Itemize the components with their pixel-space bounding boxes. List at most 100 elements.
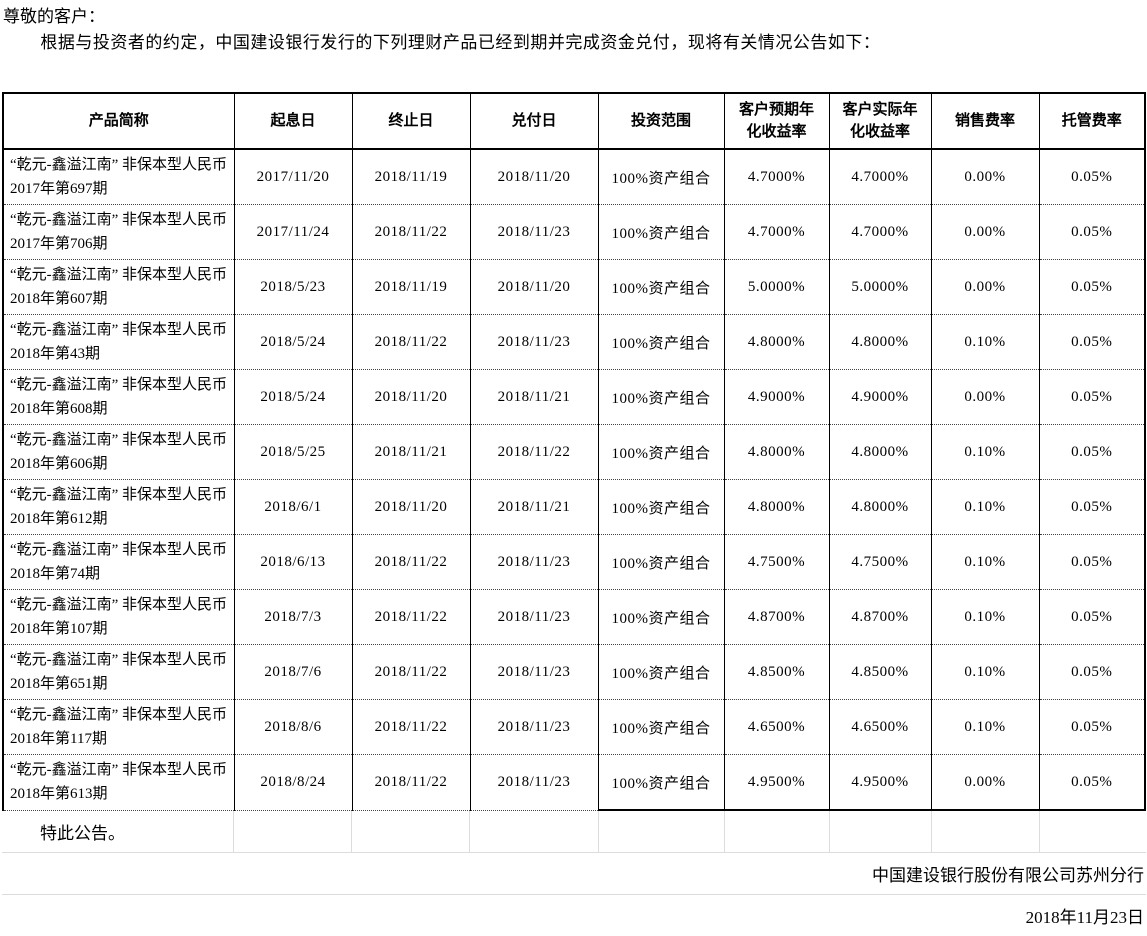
signature-row: 中国建设银行股份有限公司苏州分行 bbox=[2, 853, 1146, 895]
table-cell: 100%资产组合 bbox=[598, 149, 724, 205]
intro-paragraph: 根据与投资者的约定，中国建设银行发行的下列理财产品已经到期并完成资金兑付，现将有… bbox=[3, 30, 1147, 56]
table-cell: 2018/11/22 bbox=[352, 755, 470, 811]
table-cell: 2018/6/1 bbox=[234, 480, 352, 535]
table-cell: 0.05% bbox=[1039, 535, 1145, 590]
table-cell: 2018/11/20 bbox=[352, 480, 470, 535]
table-cell: 2018/7/3 bbox=[234, 590, 352, 645]
table-cell: 2018/5/24 bbox=[234, 315, 352, 370]
table-cell: 2018/5/25 bbox=[234, 425, 352, 480]
table-cell: 2018/11/22 bbox=[352, 205, 470, 260]
table-cell: 0.10% bbox=[931, 590, 1039, 645]
product-name-cell: “乾元-鑫溢江南” 非保本型人民币2018年第613期 bbox=[3, 755, 234, 811]
table-cell: 2018/11/23 bbox=[470, 700, 598, 755]
table-cell: 2018/6/13 bbox=[234, 535, 352, 590]
table-cell: 0.10% bbox=[931, 700, 1039, 755]
table-cell: 0.10% bbox=[931, 480, 1039, 535]
table-cell: 4.8000% bbox=[829, 315, 931, 370]
table-cell: 4.7000% bbox=[724, 205, 829, 260]
table-cell: 2018/11/22 bbox=[352, 535, 470, 590]
product-name-cell: “乾元-鑫溢江南” 非保本型人民币2018年第612期 bbox=[3, 480, 234, 535]
table-cell: 0.05% bbox=[1039, 315, 1145, 370]
table-cell: 2017/11/20 bbox=[234, 149, 352, 205]
table-cell: 4.9000% bbox=[724, 370, 829, 425]
product-name-cell: “乾元-鑫溢江南” 非保本型人民币2018年第607期 bbox=[3, 260, 234, 315]
table-cell: 0.05% bbox=[1039, 645, 1145, 700]
table-cell: 4.7000% bbox=[829, 149, 931, 205]
table-cell: 4.8000% bbox=[724, 425, 829, 480]
table-cell: 100%资产组合 bbox=[598, 755, 724, 811]
table-cell: 2018/5/24 bbox=[234, 370, 352, 425]
table-cell: 4.8500% bbox=[724, 645, 829, 700]
table-cell: 4.9000% bbox=[829, 370, 931, 425]
table-cell: 5.0000% bbox=[724, 260, 829, 315]
table-cell: 4.7000% bbox=[724, 149, 829, 205]
table-cell: 2018/11/22 bbox=[470, 425, 598, 480]
column-header: 客户实际年 化收益率 bbox=[829, 93, 931, 149]
table-cell: 0.10% bbox=[931, 645, 1039, 700]
table-cell: 2018/11/20 bbox=[470, 260, 598, 315]
table-cell: 100%资产组合 bbox=[598, 205, 724, 260]
products-table: 产品简称起息日终止日兑付日投资范围客户预期年 化收益率客户实际年 化收益率销售费… bbox=[2, 92, 1146, 811]
table-cell: 0.05% bbox=[1039, 205, 1145, 260]
sheet-grid: 特此公告。 中国建设银行股份有限公司苏州分行 2018年11月23日 bbox=[2, 811, 1146, 936]
product-name-cell: “乾元-鑫溢江南” 非保本型人民币2017年第697期 bbox=[3, 149, 234, 205]
product-name-cell: “乾元-鑫溢江南” 非保本型人民币2018年第606期 bbox=[3, 425, 234, 480]
table-cell: 2018/8/6 bbox=[234, 700, 352, 755]
table-cell: 4.9500% bbox=[724, 755, 829, 811]
product-name-cell: “乾元-鑫溢江南” 非保本型人民币2018年第117期 bbox=[3, 700, 234, 755]
table-cell: 100%资产组合 bbox=[598, 645, 724, 700]
column-header: 起息日 bbox=[234, 93, 352, 149]
column-header: 客户预期年 化收益率 bbox=[724, 93, 829, 149]
column-header: 投资范围 bbox=[598, 93, 724, 149]
table-cell: 4.7000% bbox=[829, 205, 931, 260]
table-cell: 2018/11/23 bbox=[470, 755, 598, 811]
salutation: 尊敬的客户： bbox=[3, 4, 1147, 30]
table-cell: 0.05% bbox=[1039, 425, 1145, 480]
table-cell: 4.6500% bbox=[724, 700, 829, 755]
column-header: 托管费率 bbox=[1039, 93, 1145, 149]
column-header: 产品简称 bbox=[3, 93, 234, 149]
table-cell: 2018/11/23 bbox=[470, 315, 598, 370]
table-cell: 0.05% bbox=[1039, 590, 1145, 645]
table-cell: 0.00% bbox=[931, 370, 1039, 425]
table-cell: 100%资产组合 bbox=[598, 535, 724, 590]
table-cell: 4.7500% bbox=[829, 535, 931, 590]
table-cell: 2018/11/22 bbox=[352, 700, 470, 755]
table-cell: 0.00% bbox=[931, 260, 1039, 315]
table-cell: 0.05% bbox=[1039, 755, 1145, 811]
table-cell: 2018/11/22 bbox=[352, 315, 470, 370]
product-name-cell: “乾元-鑫溢江南” 非保本型人民币2018年第43期 bbox=[3, 315, 234, 370]
table-cell: 100%资产组合 bbox=[598, 370, 724, 425]
table-cell: 4.8000% bbox=[724, 315, 829, 370]
table-cell: 0.05% bbox=[1039, 149, 1145, 205]
company-signature: 中国建设银行股份有限公司苏州分行 bbox=[2, 853, 1146, 895]
table-cell: 0.00% bbox=[931, 755, 1039, 811]
column-header: 销售费率 bbox=[931, 93, 1039, 149]
date-line: 2018年11月23日 bbox=[2, 895, 1146, 936]
table-cell: 2018/11/21 bbox=[470, 480, 598, 535]
table-cell: 2018/11/23 bbox=[470, 590, 598, 645]
table-cell: 100%资产组合 bbox=[598, 425, 724, 480]
table-cell: 2018/5/23 bbox=[234, 260, 352, 315]
closing-line: 特此公告。 bbox=[2, 811, 233, 853]
table-cell: 0.00% bbox=[931, 205, 1039, 260]
table-cell: 4.9500% bbox=[829, 755, 931, 811]
table-cell: 2018/8/24 bbox=[234, 755, 352, 811]
product-name-cell: “乾元-鑫溢江南” 非保本型人民币2018年第608期 bbox=[3, 370, 234, 425]
table-cell: 100%资产组合 bbox=[598, 260, 724, 315]
table-cell: 2018/11/22 bbox=[352, 645, 470, 700]
table-cell: 2018/11/21 bbox=[352, 425, 470, 480]
table-cell: 2018/11/23 bbox=[470, 645, 598, 700]
column-header: 终止日 bbox=[352, 93, 470, 149]
